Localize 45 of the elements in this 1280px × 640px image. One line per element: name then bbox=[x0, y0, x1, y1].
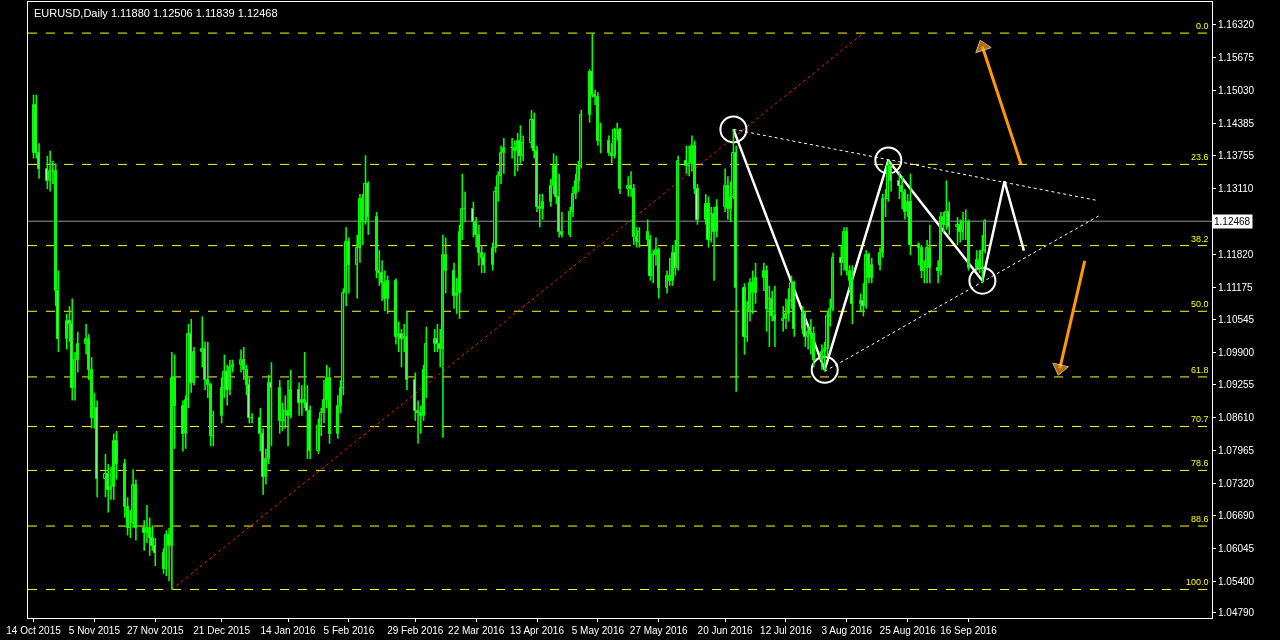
y-tick-label: 1.15675 bbox=[1218, 52, 1255, 64]
ref-line-label: 78.6 bbox=[1191, 458, 1209, 468]
y-tick-label: 1.07965 bbox=[1218, 445, 1255, 457]
y-tick-label: 1.15030 bbox=[1218, 85, 1255, 97]
y-tick-label: 1.08610 bbox=[1218, 412, 1255, 424]
x-tick-label: 20 Jun 2016 bbox=[697, 625, 754, 636]
y-tick-label: 1.09255 bbox=[1218, 379, 1255, 391]
x-tick-label: 5 May 2016 bbox=[571, 625, 625, 636]
ref-line-label: 70.7 bbox=[1191, 414, 1209, 424]
x-tick-label: 21 Dec 2015 bbox=[193, 625, 251, 636]
ref-line-label: 38.2 bbox=[1191, 234, 1209, 244]
x-tick-label: 14 Jan 2016 bbox=[260, 625, 316, 636]
y-tick-label: 1.13755 bbox=[1218, 150, 1255, 162]
y-tick-label: 1.10545 bbox=[1218, 313, 1255, 325]
ref-line-label: 88.6 bbox=[1191, 514, 1209, 524]
ref-line-label: 0.0 bbox=[1196, 21, 1209, 31]
text: EURUSD,Daily 1.11880 1.12506 1.11839 1.12468 bbox=[33, 7, 278, 20]
y-tick-label: 1.11175 bbox=[1218, 281, 1254, 293]
x-tick-label: 29 Feb 2016 bbox=[387, 625, 444, 636]
x-tick-label: 13 Apr 2016 bbox=[510, 625, 565, 636]
y-tick-label: 1.06045 bbox=[1218, 542, 1255, 554]
x-tick-label: 14 Oct 2015 bbox=[6, 625, 62, 636]
y-tick-label: 1.05400 bbox=[1218, 575, 1255, 587]
x-tick-label: 22 Mar 2016 bbox=[448, 625, 505, 636]
ref-line-label: 100.0 bbox=[1186, 577, 1209, 587]
y-tick-label: 1.14385 bbox=[1218, 118, 1255, 130]
ref-line-label: 23.6 bbox=[1191, 152, 1209, 162]
y-tick-label: 1.04790 bbox=[1218, 606, 1255, 618]
x-tick-label: 27 May 2016 bbox=[629, 625, 689, 636]
y-tick-label: 1.07320 bbox=[1218, 477, 1255, 489]
y-tick-label: 1.11820 bbox=[1218, 248, 1254, 260]
ref-line-label: 1.12468 bbox=[1214, 216, 1251, 227]
x-tick-label: 16 Sep 2016 bbox=[940, 625, 998, 636]
y-tick-label: 1.09900 bbox=[1218, 346, 1255, 358]
x-tick-label: 5 Nov 2015 bbox=[68, 625, 121, 636]
y-tick-label: 1.13110 bbox=[1218, 182, 1254, 194]
ref-line-label: 50.0 bbox=[1191, 299, 1209, 309]
x-tick-label: 25 Aug 2016 bbox=[879, 625, 937, 636]
y-tick-label: 1.16320 bbox=[1218, 19, 1255, 31]
x-tick-label: 27 Nov 2015 bbox=[126, 625, 185, 636]
ref-line-label: 61.8 bbox=[1191, 365, 1209, 375]
x-tick-label: 5 Feb 2016 bbox=[323, 625, 375, 636]
y-tick-label: 1.06690 bbox=[1218, 510, 1255, 522]
x-tick-label: 3 Aug 2016 bbox=[821, 625, 873, 636]
x-tick-label: 12 Jul 2016 bbox=[760, 625, 813, 636]
